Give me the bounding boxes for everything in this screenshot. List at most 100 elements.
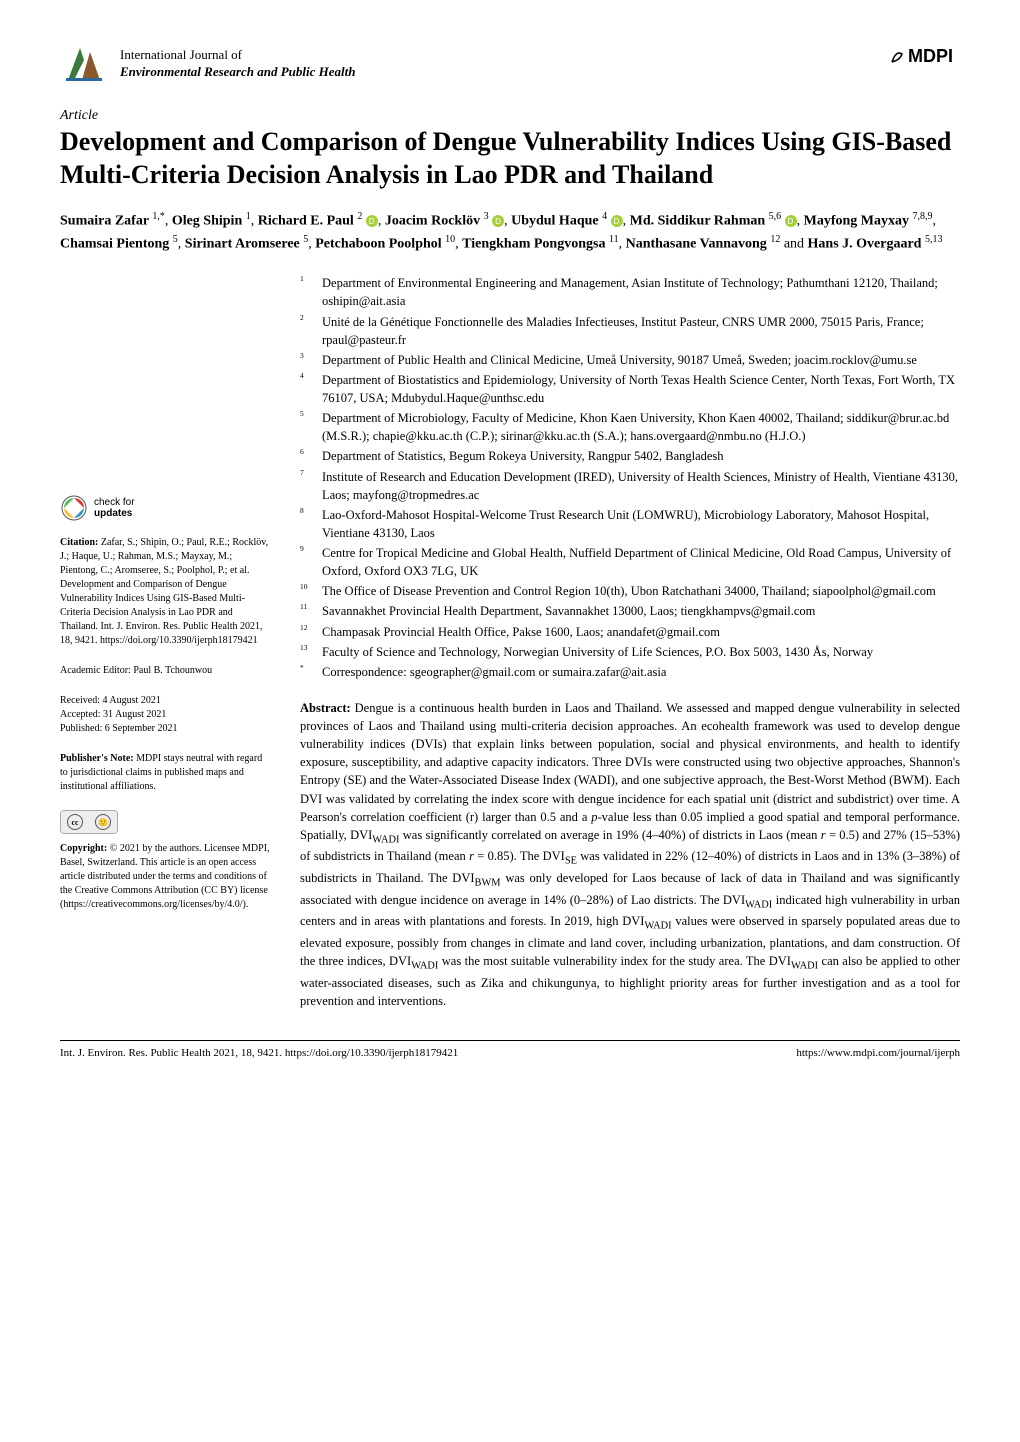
affiliation-item: 4Department of Biostatistics and Epidemi… — [300, 371, 960, 407]
accepted-label: Accepted: — [60, 709, 101, 720]
journal-name-line2: Environmental Research and Public Health — [120, 64, 355, 81]
editor-label: Academic Editor: — [60, 665, 131, 676]
abstract-text: Dengue is a continuous health burden in … — [300, 701, 960, 1008]
author-name: Petchaboon Poolphol — [315, 236, 445, 251]
author-affil-sup: 2 — [357, 211, 362, 222]
page-footer: Int. J. Environ. Res. Public Health 2021… — [60, 1040, 960, 1059]
affiliation-number: 12 — [300, 623, 322, 641]
affiliation-text: Lao-Oxford-Mahosot Hospital-Welcome Trus… — [322, 506, 960, 542]
author-affil-sup: 1 — [246, 211, 251, 222]
pubnote-label: Publisher's Note: — [60, 753, 134, 764]
author-name: Nanthasane Vannavong — [626, 236, 771, 251]
orcid-icon[interactable] — [785, 215, 797, 227]
affiliation-number: 7 — [300, 468, 322, 504]
affiliation-text: The Office of Disease Prevention and Con… — [322, 582, 960, 600]
author-name: Sirinart Aromseree — [185, 236, 303, 251]
check-updates-badge[interactable]: check forupdates — [60, 494, 270, 522]
published-date: 6 September 2021 — [105, 723, 178, 734]
copyright-label: Copyright: — [60, 843, 107, 854]
affiliation-text: Department of Public Health and Clinical… — [322, 351, 960, 369]
author-name: Sumaira Zafar — [60, 214, 152, 229]
citation-block: Citation: Zafar, S.; Shipin, O.; Paul, R… — [60, 536, 270, 648]
author-affil-sup: 5 — [303, 234, 308, 245]
affiliation-text: Savannakhet Provincial Health Department… — [322, 602, 960, 620]
affiliation-number: 6 — [300, 447, 322, 465]
affiliation-text: Department of Environmental Engineering … — [322, 274, 960, 310]
affiliation-item: 1Department of Environmental Engineering… — [300, 274, 960, 310]
affiliation-text: Champasak Provincial Health Office, Paks… — [322, 623, 960, 641]
dates-block: Received: 4 August 2021 Accepted: 31 Aug… — [60, 694, 270, 736]
affiliation-text: Department of Biostatistics and Epidemio… — [322, 371, 960, 407]
affiliation-number: 13 — [300, 643, 322, 661]
author-name: Richard E. Paul — [258, 214, 358, 229]
affiliation-text: Unité de la Génétique Fonctionnelle des … — [322, 313, 960, 349]
check-updates-label: check forupdates — [94, 497, 135, 519]
affiliation-item: 5Department of Microbiology, Faculty of … — [300, 409, 960, 445]
affiliation-text: Correspondence: sgeographer@gmail.com or… — [322, 663, 960, 681]
orcid-icon[interactable] — [492, 215, 504, 227]
cc-by-badge[interactable]: cc 🙂 — [60, 810, 118, 834]
sidebar: check forupdates Citation: Zafar, S.; Sh… — [60, 274, 270, 1010]
pubnote-block: Publisher's Note: MDPI stays neutral wit… — [60, 752, 270, 794]
author-affil-sup: 5,13 — [925, 234, 943, 245]
citation-label: Citation: — [60, 537, 98, 548]
author-affil-sup: 4 — [602, 211, 607, 222]
affiliation-number: 8 — [300, 506, 322, 542]
author-affil-sup: 3 — [484, 211, 489, 222]
author-name: Chamsai Pientong — [60, 236, 173, 251]
affiliation-text: Department of Microbiology, Faculty of M… — [322, 409, 960, 445]
affiliation-item: *Correspondence: sgeographer@gmail.com o… — [300, 663, 960, 681]
affiliation-number: 11 — [300, 602, 322, 620]
author-name: Hans J. Overgaard — [808, 236, 925, 251]
published-label: Published: — [60, 723, 102, 734]
abstract-label: Abstract: — [300, 701, 351, 715]
author-affil-sup: 5 — [173, 234, 178, 245]
journal-brand: International Journal of Environmental R… — [60, 40, 355, 88]
author-name: Tiengkham Pongvongsa — [462, 236, 609, 251]
orcid-icon[interactable] — [366, 215, 378, 227]
affiliation-text: Institute of Research and Education Deve… — [322, 468, 960, 504]
affiliation-text: Department of Statistics, Begum Rokeya U… — [322, 447, 960, 465]
affiliation-number: 4 — [300, 371, 322, 407]
affiliation-number: 2 — [300, 313, 322, 349]
affiliation-number: 5 — [300, 409, 322, 445]
affiliation-item: 3Department of Public Health and Clinica… — [300, 351, 960, 369]
journal-name: International Journal of Environmental R… — [120, 47, 355, 81]
author-affil-sup: 5,6 — [769, 211, 782, 222]
affiliation-item: 2Unité de la Génétique Fonctionnelle des… — [300, 313, 960, 349]
journal-name-line1: International Journal of — [120, 47, 355, 64]
author-name: Mayfong Mayxay — [804, 214, 913, 229]
affiliation-number: 10 — [300, 582, 322, 600]
journal-logo-icon — [60, 40, 108, 88]
author-name: Md. Siddikur Rahman — [630, 214, 769, 229]
affiliation-item: 11Savannakhet Provincial Health Departme… — [300, 602, 960, 620]
affiliations-list: 1Department of Environmental Engineering… — [300, 274, 960, 681]
author-name: Joacim Rocklöv — [385, 214, 484, 229]
orcid-icon[interactable] — [611, 215, 623, 227]
affiliation-number: * — [300, 663, 322, 681]
received-label: Received: — [60, 695, 100, 706]
received-date: 4 August 2021 — [102, 695, 160, 706]
license-block: cc 🙂 Copyright: © 2021 by the authors. L… — [60, 810, 270, 912]
cc-icon: cc — [67, 814, 83, 830]
editor-name: Paul B. Tchounwou — [133, 665, 212, 676]
author-affil-sup: 11 — [609, 234, 619, 245]
affiliation-number: 9 — [300, 544, 322, 580]
editor-block: Academic Editor: Paul B. Tchounwou — [60, 664, 270, 678]
affiliation-item: 13Faculty of Science and Technology, Nor… — [300, 643, 960, 661]
author-affil-sup: 1,* — [152, 211, 165, 222]
svg-text:MDPI: MDPI — [908, 46, 953, 66]
affiliation-text: Centre for Tropical Medicine and Global … — [322, 544, 960, 580]
affiliation-item: 12Champasak Provincial Health Office, Pa… — [300, 623, 960, 641]
affiliation-item: 6Department of Statistics, Begum Rokeya … — [300, 447, 960, 465]
article-type: Article — [60, 108, 960, 124]
footer-left: Int. J. Environ. Res. Public Health 2021… — [60, 1047, 458, 1059]
article-title: Development and Comparison of Dengue Vul… — [60, 126, 960, 191]
check-updates-icon — [60, 494, 88, 522]
footer-right: https://www.mdpi.com/journal/ijerph — [796, 1047, 960, 1059]
main-content: 1Department of Environmental Engineering… — [300, 274, 960, 1010]
author-affil-sup: 12 — [770, 234, 780, 245]
author-name: Ubydul Haque — [511, 214, 602, 229]
publisher-logo: MDPI — [890, 40, 960, 75]
affiliation-item: 7Institute of Research and Education Dev… — [300, 468, 960, 504]
